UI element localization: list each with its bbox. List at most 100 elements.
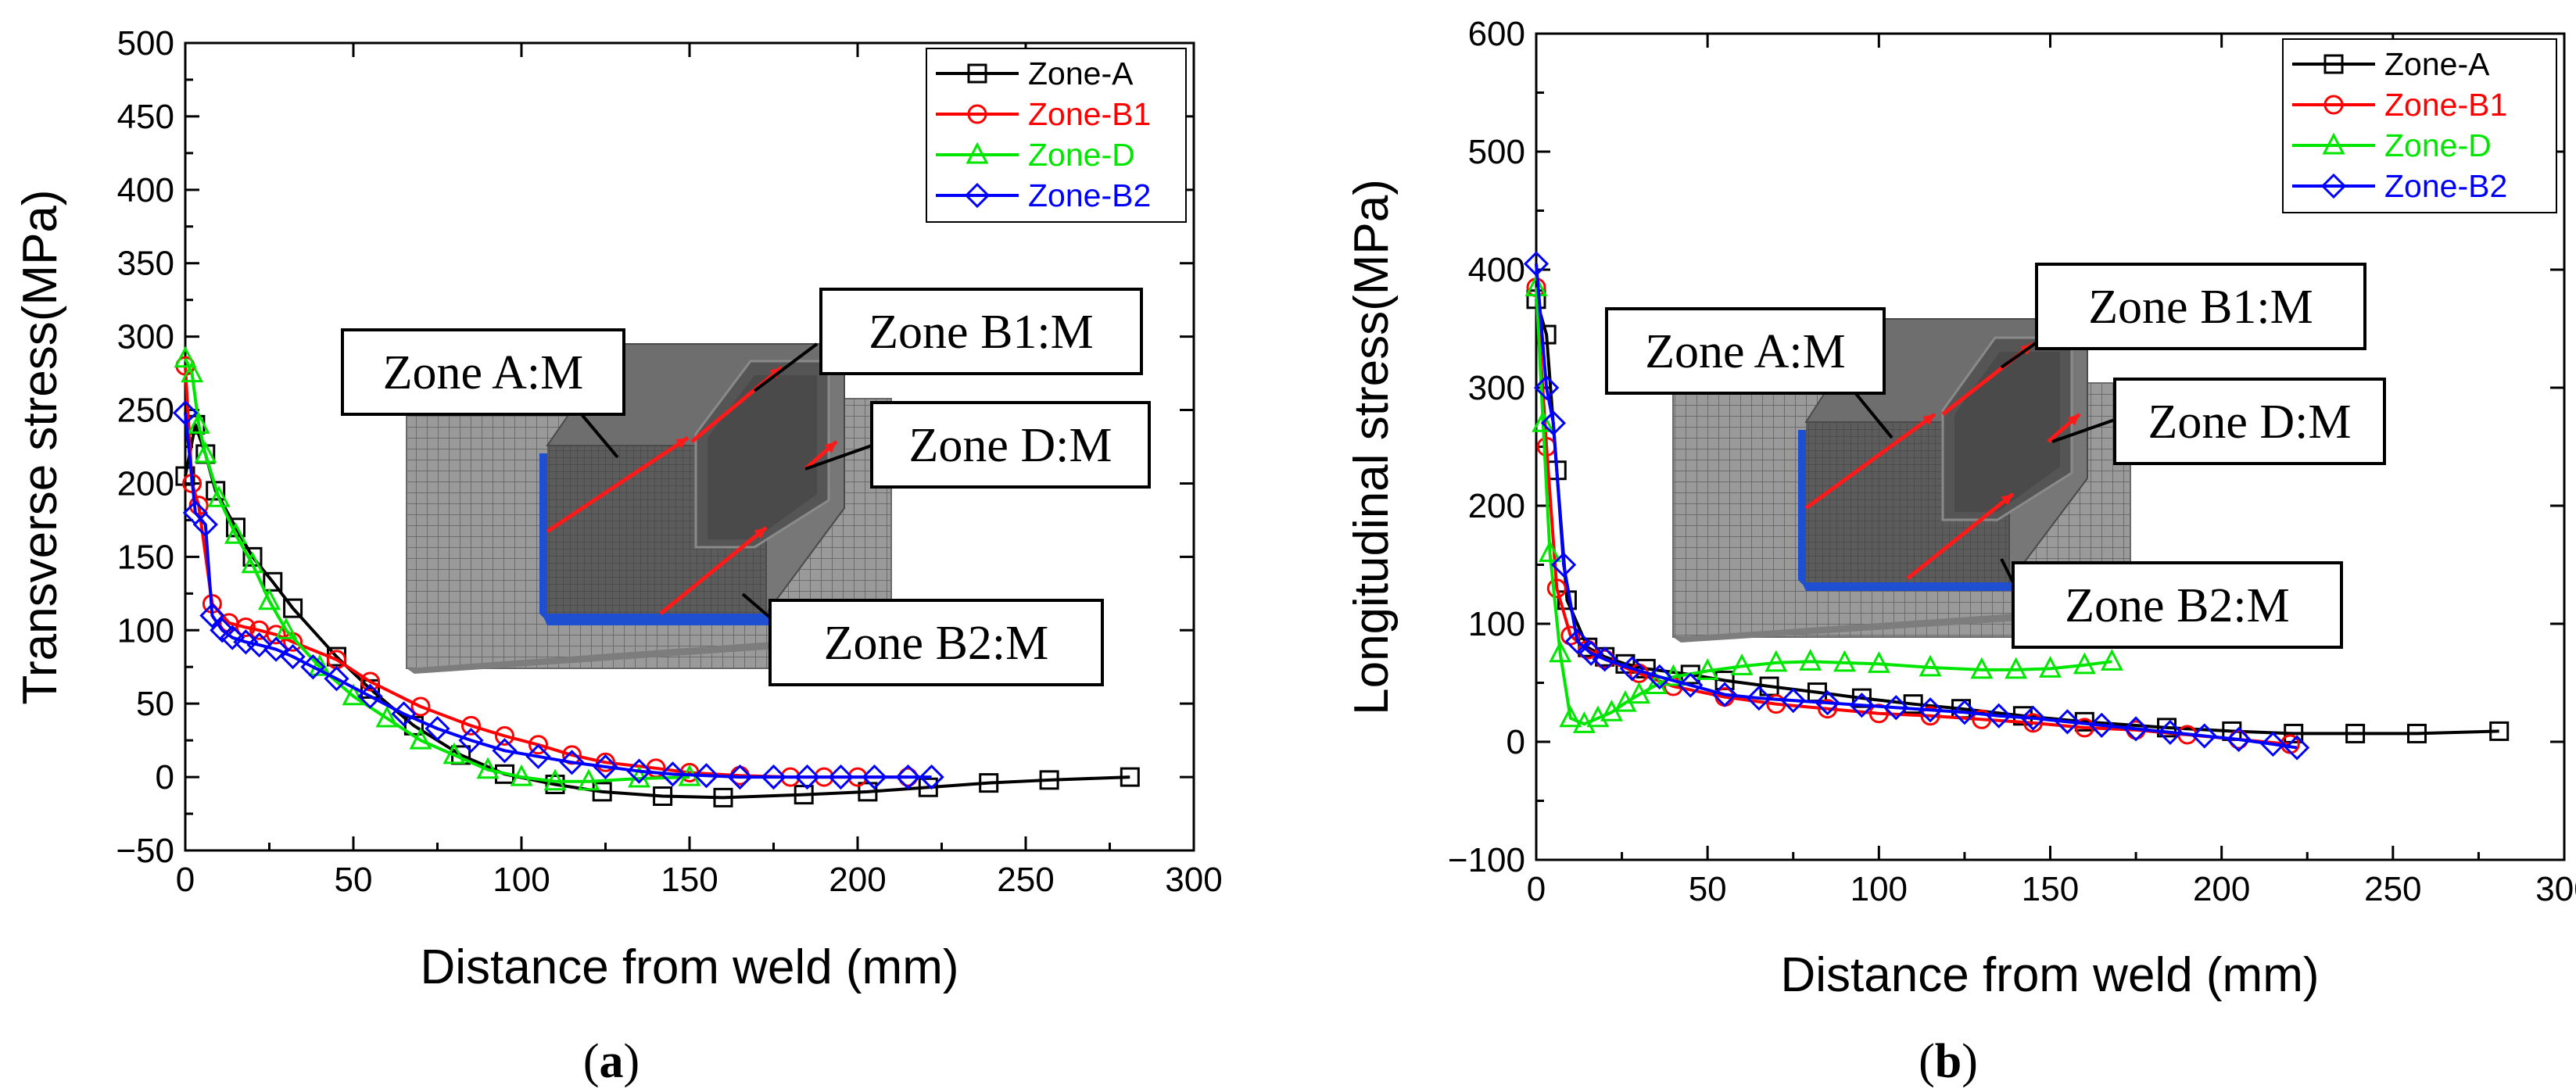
- data-point-zone-d: [543, 768, 567, 791]
- a-fe-model-inset: Zone A:M Zone B1:M Zone D:M Zone B2:M: [341, 288, 1151, 686]
- data-point-zone-b2: [727, 764, 753, 790]
- annotation-label: Zone B2:M: [2065, 579, 2290, 632]
- data-point-zone-a: [2489, 721, 2510, 741]
- data-point-zone-b2: [1883, 695, 1909, 721]
- y-tick-label: −50: [116, 832, 174, 870]
- data-point-zone-b2: [458, 728, 484, 754]
- data-point-zone-d: [1799, 649, 1822, 671]
- data-point-zone-b2: [1815, 690, 1840, 716]
- y-tick-label: −100: [1448, 841, 1525, 879]
- annotation-leader: [804, 444, 872, 471]
- data-point-zone-b2: [862, 764, 887, 790]
- data-point-zone-d: [241, 551, 264, 574]
- data-point-zone-b2: [626, 758, 652, 784]
- annotation-leader: [2000, 558, 2015, 583]
- data-point-zone-d: [187, 412, 210, 434]
- data-point-zone-b2: [2284, 735, 2310, 761]
- a-caption-close: ): [624, 1035, 640, 1088]
- x-tick-label: 150: [2022, 870, 2079, 908]
- data-point-zone-b2: [1592, 646, 1618, 672]
- data-point-zone-b2: [2055, 709, 2080, 735]
- data-point-zone-b2: [210, 618, 235, 643]
- annotation-box: [819, 288, 1143, 375]
- y-tick-label: 0: [156, 758, 174, 797]
- data-point-zone-a: [713, 787, 733, 807]
- legend-label: Zone-A: [1028, 55, 1134, 91]
- data-point-zone-b2: [172, 400, 199, 426]
- data-point-zone-d: [2039, 656, 2062, 678]
- stress-path-arrow: [659, 526, 768, 615]
- data-point-zone-b2: [1986, 703, 2012, 729]
- series-line-zone-a: [1535, 299, 2499, 736]
- y-tick-label: 100: [117, 611, 174, 650]
- b-y-axis-label: Longitudinal stress(MPa): [1345, 179, 1399, 715]
- y-tick-label: 300: [1468, 369, 1525, 407]
- x-tick-label: 100: [493, 861, 550, 899]
- x-tick-label: 0: [176, 861, 195, 899]
- data-point-zone-d: [207, 485, 231, 507]
- y-tick-label: 400: [117, 171, 174, 209]
- y-tick-label: 300: [117, 318, 174, 356]
- data-point-zone-d: [274, 618, 298, 639]
- data-point-zone-b1: [235, 618, 256, 638]
- data-point-zone-b2: [761, 764, 786, 790]
- data-point-zone-b2: [919, 764, 944, 790]
- data-point-zone-d: [194, 441, 217, 464]
- data-point-zone-d: [1524, 274, 1548, 297]
- data-point-zone-b1: [528, 735, 548, 755]
- legend-label: Zone-A: [2384, 46, 2490, 82]
- arrow-head: [824, 442, 837, 453]
- data-point-zone-a: [653, 786, 673, 807]
- data-point-zone-a: [918, 777, 938, 797]
- data-point-zone-d: [577, 768, 600, 791]
- b-x-axis-label: Distance from weld (mm): [1781, 948, 2320, 1002]
- data-point-zone-b2: [525, 743, 551, 769]
- y-tick-label: 150: [117, 538, 174, 576]
- data-point-zone-b2: [2226, 726, 2252, 753]
- data-point-zone-b2: [1917, 697, 1944, 723]
- data-point-zone-d: [1765, 650, 1788, 672]
- data-point-zone-a: [263, 571, 283, 592]
- legend-marker: [2323, 95, 2344, 115]
- data-point-zone-b2: [246, 632, 272, 658]
- data-point-zone-b1: [360, 671, 380, 692]
- data-point-zone-b2: [492, 738, 518, 764]
- data-point-zone-d: [510, 764, 533, 786]
- y-tick-label: 500: [1468, 133, 1525, 171]
- data-point-zone-b2: [693, 763, 719, 789]
- a-legend: Zone-A Zone-B1 Zone-D Zone-B2: [926, 48, 1187, 223]
- annotation-box: [2012, 561, 2343, 649]
- x-tick-label: 300: [2535, 870, 2576, 908]
- a-caption-open: (: [583, 1035, 600, 1088]
- data-point-zone-b2: [280, 643, 306, 670]
- annotation-box: [1605, 307, 1886, 395]
- annotation-label: Zone B2:M: [824, 617, 1049, 670]
- data-point-zone-b2: [1540, 410, 1567, 436]
- data-point-zone-b2: [192, 511, 218, 538]
- data-point-zone-d: [1532, 410, 1555, 432]
- annotation-label: Zone A:M: [1645, 325, 1846, 378]
- annotation-box: [2035, 263, 2366, 350]
- chart-a: 0 50 100 150 200 250 300−500501001502002503003…: [13, 24, 1223, 1088]
- legend-label: Zone-B2: [1028, 177, 1151, 213]
- y-tick-label: 500: [117, 24, 174, 63]
- y-tick-label: 450: [117, 98, 174, 136]
- a-caption-letter: a: [600, 1035, 624, 1088]
- y-tick-label: 100: [1468, 605, 1525, 643]
- annotation-leader: [2051, 418, 2116, 443]
- data-point-zone-d: [342, 683, 365, 706]
- data-point-zone-b2: [2123, 716, 2149, 742]
- y-tick-label: 350: [117, 245, 174, 283]
- legend-marker: [2323, 54, 2344, 74]
- legend-marker: [967, 104, 987, 124]
- x-tick-label: 300: [1165, 861, 1222, 899]
- data-point-zone-a: [1120, 767, 1140, 787]
- legend-label: Zone-D: [1028, 137, 1135, 173]
- stress-path-arrow: [546, 435, 690, 534]
- data-point-zone-a: [2345, 723, 2366, 743]
- data-point-zone-d: [2100, 649, 2123, 671]
- data-point-zone-d: [224, 521, 247, 544]
- data-point-zone-d: [1644, 672, 1668, 695]
- stress-path-arrow: [1906, 492, 2015, 580]
- data-point-zone-b1: [410, 696, 431, 717]
